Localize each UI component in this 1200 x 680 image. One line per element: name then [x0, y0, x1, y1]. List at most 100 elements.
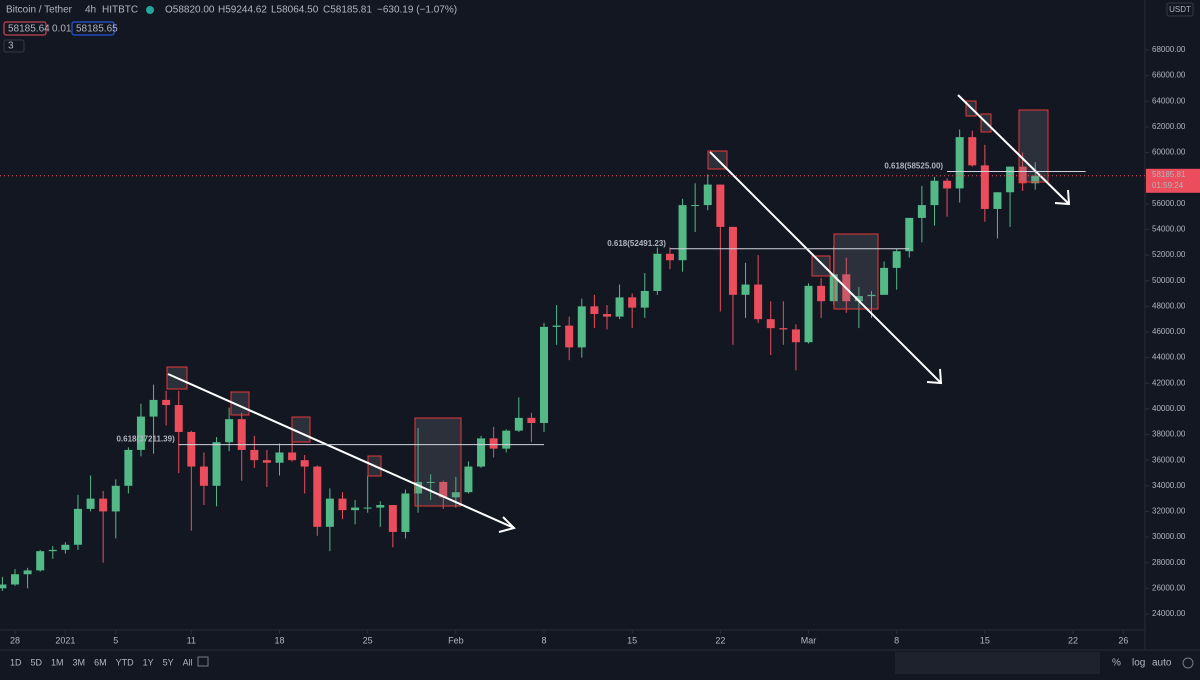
candle-body: [678, 205, 687, 261]
drawing-toolbar: [895, 652, 1100, 674]
candle-body: [766, 319, 775, 329]
range-button[interactable]: 5Y: [163, 657, 174, 667]
indicators-toggle[interactable]: [3, 39, 25, 53]
candle-body: [262, 460, 271, 463]
sell-price[interactable]: 58185.64: [8, 24, 50, 35]
buy-price[interactable]: 58185.65: [76, 24, 118, 35]
y-tick-label: 68000.00: [1152, 45, 1186, 54]
arrow-head: [1054, 189, 1071, 206]
exchange: HITBTC: [102, 5, 138, 16]
candle-body: [968, 137, 977, 166]
range-button[interactable]: 1D: [10, 657, 22, 667]
candle-body: [0, 584, 7, 589]
y-tick-label: 64000.00: [1152, 96, 1186, 105]
candle-body: [212, 442, 221, 486]
countdown: 01:59:24: [1152, 181, 1184, 190]
candle-body: [313, 466, 322, 527]
candle-body: [414, 481, 423, 494]
box: [1018, 109, 1049, 183]
candle-body: [225, 419, 234, 443]
range-button[interactable]: 1M: [51, 657, 64, 667]
range-button[interactable]: 3M: [73, 657, 86, 667]
candle-body: [867, 294, 876, 297]
x-tick-label: 22: [715, 635, 725, 645]
box: [811, 255, 831, 277]
settings-icon[interactable]: [1182, 657, 1194, 669]
candle-body: [10, 574, 19, 585]
trend-arrows: [167, 94, 1071, 533]
range-button[interactable]: All: [183, 657, 193, 667]
range-button[interactable]: YTD: [116, 657, 135, 667]
candle-body: [325, 498, 334, 527]
range-button[interactable]: 6M: [94, 657, 107, 667]
candle-body: [162, 399, 171, 406]
candle-body: [351, 507, 360, 511]
x-tick-label: 5: [113, 635, 118, 645]
candle-body: [943, 180, 952, 189]
y-tick-label: 44000.00: [1152, 353, 1186, 362]
candle-body: [615, 297, 624, 317]
y-tick-label: 46000.00: [1152, 327, 1186, 336]
fib-label: 0.618(58525.00): [884, 162, 943, 171]
sell-button[interactable]: [3, 21, 47, 36]
candle-body: [464, 466, 473, 493]
date-range-icon[interactable]: [197, 656, 209, 667]
bottom-toolbar: % log auto 1D 5D 1M 3M 6M YTD 1Y 5Y All: [10, 652, 1194, 674]
candle-body: [817, 285, 826, 302]
candle-body: [993, 192, 1002, 209]
log-toggle[interactable]: log: [1132, 658, 1145, 669]
candle-body: [741, 284, 750, 295]
header: Bitcoin / Tether 4h HITBTC O58820.00 H59…: [3, 5, 457, 53]
change: −630.19 (−1.07%): [377, 5, 457, 16]
candle-body: [955, 137, 964, 189]
arrow: [167, 373, 515, 529]
candle-body: [980, 165, 989, 209]
candle-body: [99, 498, 108, 512]
candle-body: [237, 419, 246, 450]
spread: 0.01: [52, 24, 72, 35]
y-tick-label: 40000.00: [1152, 404, 1186, 413]
ohlc-high: H59244.62: [218, 5, 267, 16]
candle-body: [199, 466, 208, 486]
candle-body: [691, 205, 700, 207]
candle-body: [628, 297, 637, 308]
market-status: [146, 6, 154, 14]
candle-body: [540, 326, 549, 423]
y-tick-label: 38000.00: [1152, 430, 1186, 439]
candle-body: [804, 285, 813, 343]
y-tick-label: 56000.00: [1152, 199, 1186, 208]
candle-body: [477, 438, 486, 467]
candle-body: [703, 184, 712, 206]
candle-body: [376, 505, 385, 508]
auto-toggle[interactable]: auto: [1152, 658, 1172, 669]
y-tick-label: 30000.00: [1152, 532, 1186, 541]
candle-body: [451, 492, 460, 498]
candle-body: [363, 507, 372, 509]
range-button[interactable]: 5D: [31, 657, 43, 667]
symbol[interactable]: Bitcoin / Tether: [6, 5, 73, 16]
arrow: [957, 94, 1070, 205]
candle-body: [602, 314, 611, 317]
range-button[interactable]: 1Y: [143, 657, 154, 667]
arrow: [709, 151, 942, 384]
buy-button[interactable]: [71, 21, 115, 36]
candle-body: [86, 498, 95, 509]
box: [833, 233, 879, 310]
percent-toggle[interactable]: %: [1112, 658, 1121, 669]
candle-body: [73, 508, 82, 545]
last-price-tag: [1146, 168, 1200, 193]
candle-body: [552, 325, 561, 327]
x-tick-label: 8: [894, 635, 899, 645]
candle-body: [136, 416, 145, 450]
candle-body: [401, 493, 410, 532]
candle-body: [930, 180, 939, 206]
y-tick-label: 54000.00: [1152, 225, 1186, 234]
box: [230, 391, 250, 416]
interval[interactable]: 4h: [85, 5, 96, 16]
x-tick-label: 8: [542, 635, 547, 645]
candle-body: [502, 430, 511, 449]
x-tick-label: Feb: [448, 635, 464, 645]
indicator-count[interactable]: 3: [8, 41, 14, 52]
ohlc-low: L58064.50: [271, 5, 319, 16]
